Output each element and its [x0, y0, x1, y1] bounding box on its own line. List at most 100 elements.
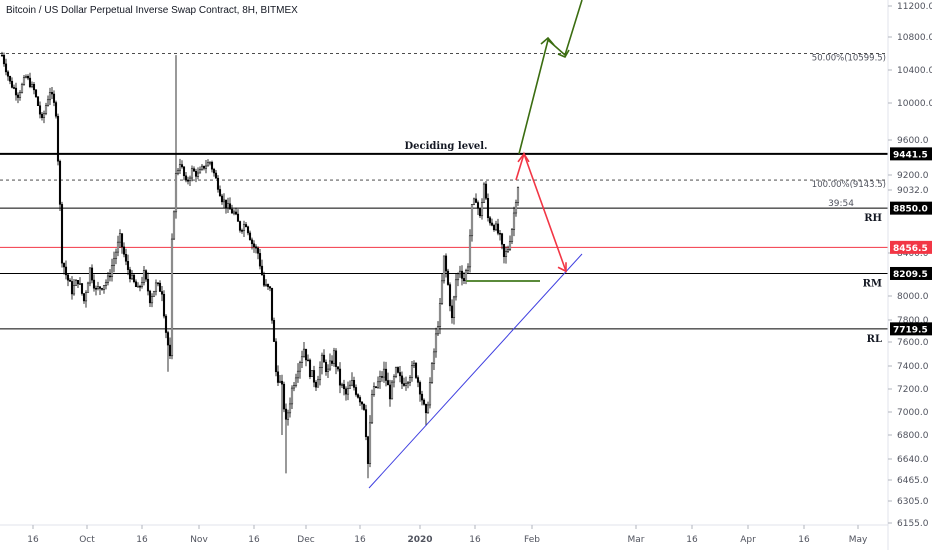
candle-body	[508, 241, 512, 250]
candle-body	[26, 76, 30, 79]
candle-body	[62, 262, 66, 268]
candle-body	[462, 278, 466, 282]
candle-body	[256, 247, 260, 254]
candle-body	[340, 384, 344, 386]
time-tick-label: Dec	[297, 535, 314, 545]
candle-body	[56, 115, 60, 162]
candle-body	[258, 253, 262, 267]
candle-body	[108, 275, 112, 278]
price-tick-label: 6800.0	[897, 431, 929, 441]
candle-body	[224, 199, 228, 209]
candle-body	[320, 354, 324, 368]
candle-body	[408, 377, 412, 383]
candle-body	[262, 274, 266, 286]
candle-body	[302, 348, 306, 358]
candle-body	[388, 384, 392, 400]
bearish-arrowhead-top	[517, 152, 530, 163]
candle-body	[414, 362, 418, 378]
candle-body	[230, 208, 234, 214]
candle-body	[448, 284, 452, 307]
candle-body	[434, 333, 438, 353]
candle-body	[376, 381, 380, 388]
candle-body	[154, 282, 158, 292]
candle-body	[482, 183, 486, 203]
candle-body	[254, 246, 258, 249]
price-badge	[890, 240, 932, 254]
candle-body	[398, 372, 402, 377]
time-tick-label: 16	[469, 535, 481, 545]
candle-body	[164, 315, 168, 333]
candle-body	[76, 280, 80, 285]
candle-body	[104, 282, 108, 286]
candle-body	[40, 113, 44, 118]
candle-body	[486, 198, 490, 218]
candle-body	[456, 273, 460, 281]
bullish-projection-arrow[interactable]	[518, 0, 583, 155]
price-tick-label: 6640.0	[897, 455, 929, 465]
bearish-arrowhead-bottom	[557, 262, 567, 273]
candle-body	[432, 351, 436, 364]
candle-body	[180, 164, 184, 168]
candle-body	[132, 274, 136, 282]
candle-body	[234, 211, 238, 215]
candle-body	[500, 233, 504, 245]
candle-body	[358, 397, 362, 403]
level-side-label: RL	[867, 334, 882, 345]
candle-body	[460, 270, 464, 279]
candle-body	[368, 422, 372, 464]
candle-body	[28, 77, 32, 87]
candle-body	[298, 362, 302, 372]
candle-body	[292, 385, 296, 389]
candle-body	[352, 380, 356, 388]
candle-body	[216, 177, 220, 190]
candle-body	[290, 387, 294, 405]
candle-body	[150, 296, 154, 304]
candle-body	[322, 354, 326, 363]
price-tick-label: 9200.0	[897, 171, 929, 181]
candle-body	[112, 258, 116, 266]
candle-body	[182, 166, 186, 177]
time-tick-label: Feb	[524, 535, 540, 545]
candle-body	[128, 269, 132, 280]
candle-body	[382, 368, 386, 378]
candle-body	[116, 241, 120, 253]
price-badge	[890, 322, 932, 336]
price-tick-label: 9032.0	[897, 186, 929, 196]
candle-body	[402, 383, 406, 386]
candle-body	[386, 380, 390, 386]
candle-body	[330, 360, 334, 364]
candle-body	[396, 367, 400, 373]
drawings: Deciding level.	[368, 0, 583, 489]
candle-body	[46, 99, 50, 106]
price-badge-label: 8209.5	[893, 270, 928, 280]
candle-body	[36, 96, 40, 106]
price-badge	[890, 147, 932, 161]
time-axis[interactable]: 16 Oct 16 Nov 16 Dec 16 2020 16 Feb Mar 16 Apr 16 May	[27, 525, 868, 545]
candle-body	[24, 76, 28, 78]
deciding-level-annotation: Deciding level.	[404, 141, 487, 152]
price-tick-label: 6155.0	[897, 519, 929, 529]
candle-body	[350, 380, 354, 386]
candle-body	[392, 376, 396, 383]
candle-body	[198, 168, 202, 174]
candle-body	[348, 384, 352, 389]
candle-body	[8, 75, 12, 82]
candle-body	[0, 54, 4, 57]
candle-body	[32, 84, 36, 91]
ascending-trendline[interactable]	[368, 253, 583, 489]
candle-body	[452, 296, 456, 318]
candle-body	[238, 221, 242, 231]
candle-body	[478, 208, 482, 217]
candle-body	[66, 274, 70, 281]
candle-body	[226, 203, 230, 209]
fib-level-label: 100.00%(9143.5)	[812, 180, 886, 190]
candle-body	[96, 286, 100, 289]
candle-body	[326, 368, 330, 372]
candle-body	[100, 288, 104, 290]
candle-body	[64, 266, 68, 276]
time-tick-label: Mar	[628, 535, 645, 545]
candle-body	[136, 285, 140, 288]
bullish-arrowhead-top	[540, 36, 555, 46]
candle-body	[446, 270, 450, 285]
price-axis[interactable]: 6155.0 6305.0 6465.0 6640.0 6800.0 7000.0 7200…	[888, 2, 932, 529]
